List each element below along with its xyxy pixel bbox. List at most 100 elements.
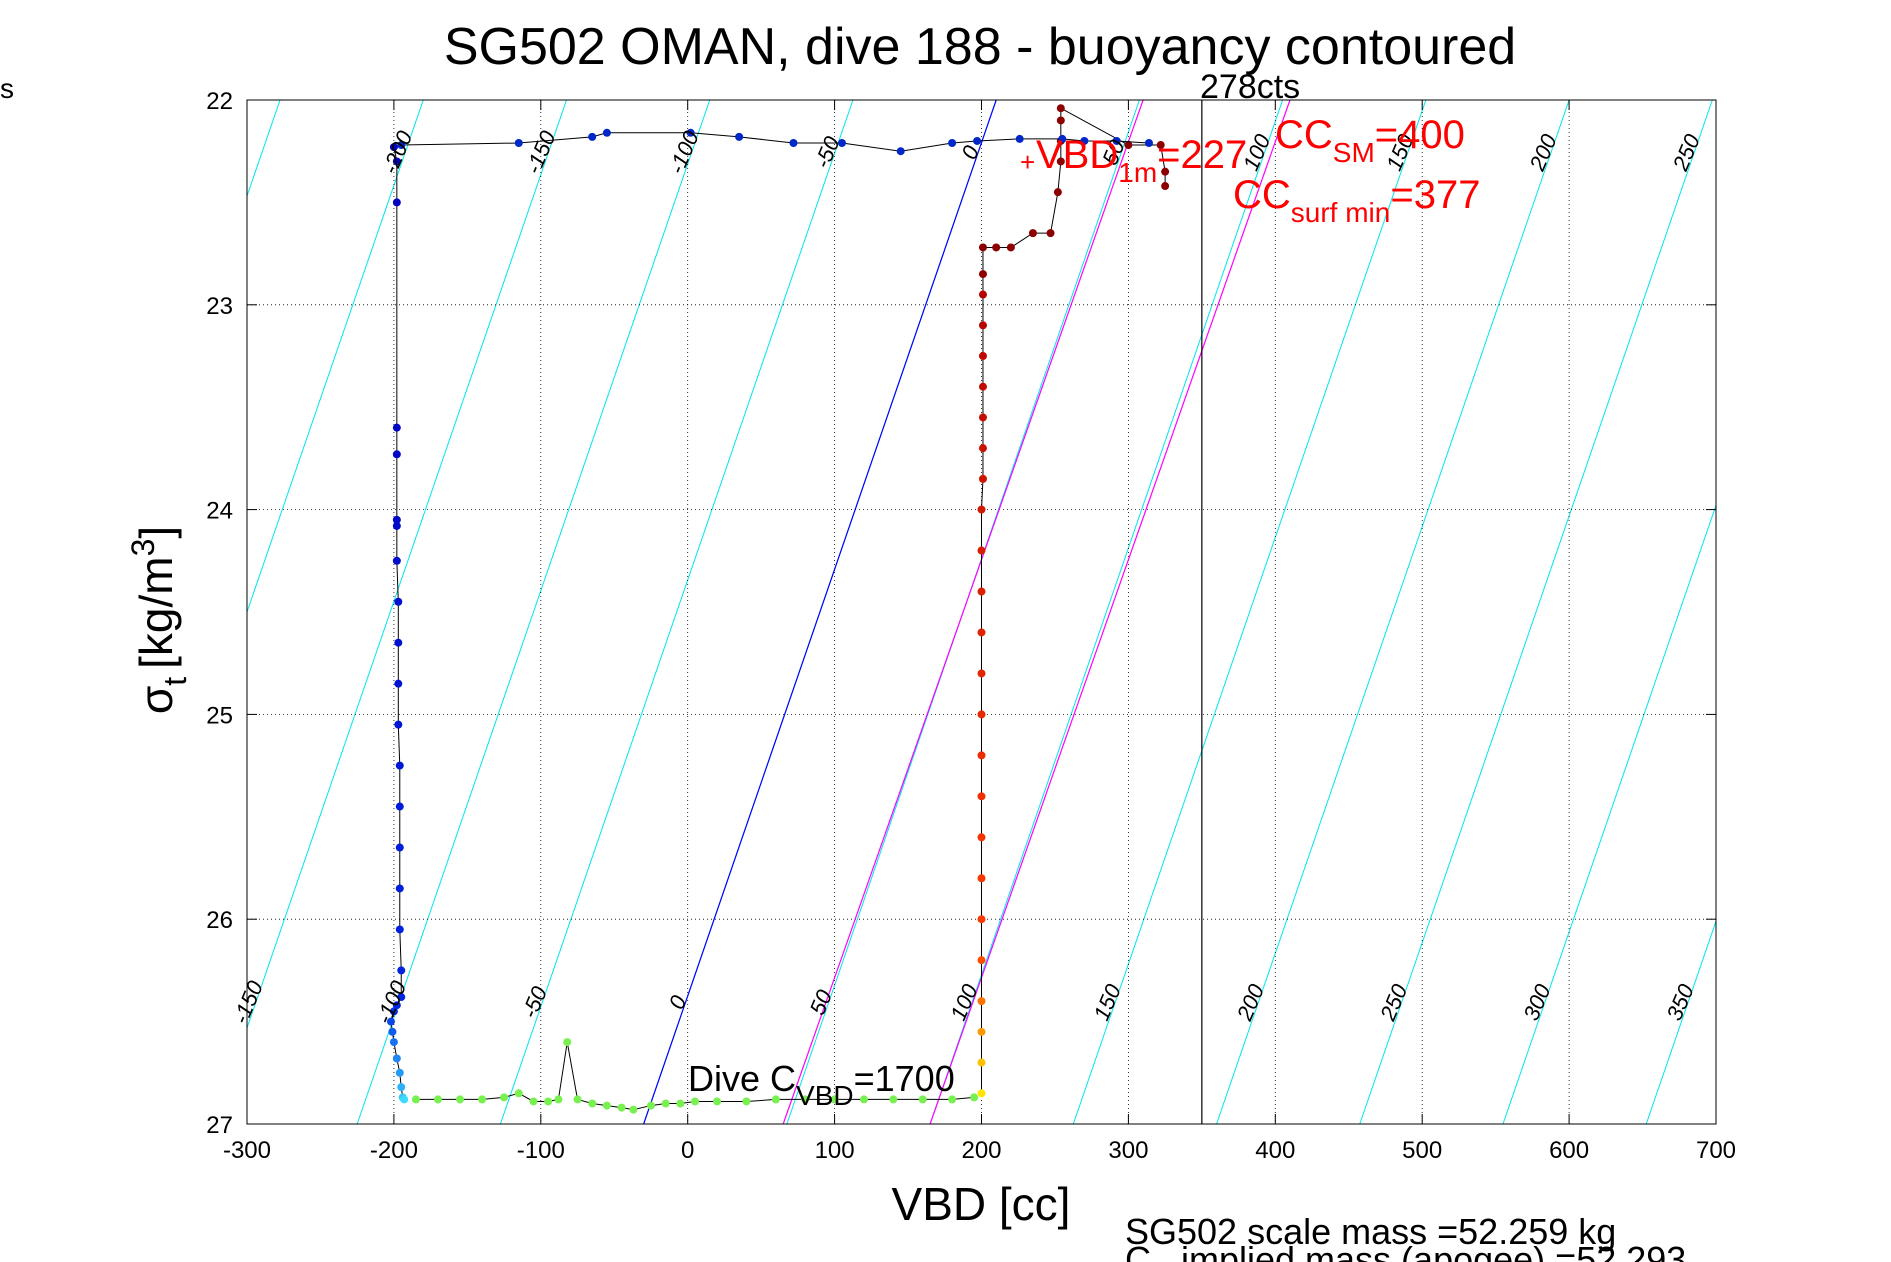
- data-point: [392, 450, 401, 459]
- contour-line: [499, 99, 854, 1125]
- data-point: [830, 1095, 839, 1104]
- y-axis-label-unit: [kg/m: [130, 556, 182, 668]
- data-point: [978, 290, 987, 299]
- data-point: [977, 546, 986, 555]
- data-point: [977, 792, 986, 801]
- data-point: [970, 1093, 979, 1102]
- data-point: [977, 751, 986, 760]
- data-point: [973, 136, 982, 145]
- y-tick-label: 27: [206, 1112, 233, 1139]
- data-point: [544, 1097, 553, 1106]
- x-tick-label: -100: [517, 1137, 565, 1164]
- chart-title: SG502 OMAN, dive 188 - buoyancy contoure…: [444, 18, 1516, 76]
- data-point: [977, 587, 986, 596]
- dive-cvbd-annotation: Dive CVBD=1700: [688, 1058, 955, 1111]
- cc-surf-main: CC: [1233, 173, 1291, 217]
- x-tick-label: -300: [223, 1137, 271, 1164]
- data-point: [977, 915, 986, 924]
- data-point: [395, 925, 404, 934]
- y-tick-label: 22: [206, 88, 233, 115]
- left-edge-label: s: [0, 73, 14, 104]
- contour-line: [1502, 505, 1717, 1125]
- x-tick-label: 0: [681, 1137, 694, 1164]
- data-point: [735, 132, 744, 141]
- y-tick-label: 25: [206, 702, 233, 729]
- data-point: [500, 1093, 509, 1102]
- data-point: [478, 1095, 487, 1104]
- data-point: [676, 1099, 685, 1108]
- data-point: [573, 1095, 582, 1104]
- data-point: [1006, 243, 1015, 252]
- dive-cvbd-value: =1700: [854, 1058, 955, 1099]
- data-point: [992, 243, 1001, 252]
- data-point: [514, 1089, 523, 1098]
- cts-annotation: 278cts: [1200, 68, 1300, 106]
- x-tick-label: 300: [1108, 1137, 1148, 1164]
- data-point: [789, 139, 798, 148]
- vbd-annotation-value: =227: [1157, 133, 1247, 177]
- data-point: [978, 270, 987, 279]
- vbd-1m-annotation: VBD1m=227: [1036, 133, 1247, 188]
- data-point: [977, 505, 986, 514]
- vbd-annotation-main: VBD: [1036, 133, 1118, 177]
- y-axis-label-sub: t: [157, 677, 193, 686]
- data-point: [977, 1058, 986, 1067]
- series-layer: [386, 104, 1170, 1114]
- data-point: [978, 321, 987, 330]
- data-point: [392, 515, 401, 524]
- contour-label-top: 0: [956, 141, 984, 163]
- data-point: [389, 143, 398, 152]
- cc-sm-annotation: CCSM=400: [1275, 113, 1465, 168]
- data-point: [1124, 141, 1133, 150]
- data-point: [394, 638, 403, 647]
- contour-line: [246, 99, 567, 1029]
- data-point: [602, 1101, 611, 1110]
- data-point: [686, 128, 695, 137]
- data-point: [691, 1097, 700, 1106]
- cc-surf-sub: surf min: [1291, 197, 1391, 228]
- x-tick-label: 400: [1255, 1137, 1295, 1164]
- implied-mass-rest: implied mass (apogee) =52.293: [1181, 1239, 1686, 1262]
- data-point: [389, 1038, 398, 1047]
- data-point: [394, 597, 403, 606]
- data-point: [456, 1095, 465, 1104]
- data-point: [977, 874, 986, 883]
- data-point: [1053, 188, 1062, 197]
- dive-cvbd-main: Dive C: [688, 1058, 796, 1099]
- reference-line-buoyancy-zero: [643, 99, 997, 1125]
- data-point: [392, 1054, 401, 1063]
- data-point: [629, 1105, 638, 1114]
- data-point: [1080, 136, 1089, 145]
- y-axis-label-close: ]: [130, 526, 182, 539]
- data-point: [1112, 136, 1121, 145]
- data-point: [395, 884, 404, 893]
- x-tick-label: -200: [370, 1137, 418, 1164]
- data-point: [977, 710, 986, 719]
- contour-label-bottom: 0: [664, 991, 692, 1013]
- data-point: [1056, 157, 1065, 166]
- contour-line: [246, 99, 424, 613]
- reference-line-magenta: [929, 99, 1291, 1125]
- data-point: [392, 423, 401, 432]
- data-point: [433, 1095, 442, 1104]
- data-point: [896, 147, 905, 156]
- cc-surf-annotation: CCsurf min=377: [1233, 173, 1480, 228]
- data-point: [386, 1017, 395, 1026]
- data-point: [1046, 229, 1055, 238]
- data-point: [602, 128, 611, 137]
- data-point: [977, 1089, 986, 1098]
- contour-line: [929, 99, 1284, 1125]
- x-tick-label: 700: [1696, 1137, 1736, 1164]
- data-point: [617, 1103, 626, 1112]
- data-point: [948, 1095, 957, 1104]
- data-point: [978, 413, 987, 422]
- tick-layer: -300 -200 -100 0 100 200 300 400 500 600 700 22 23 24…: [206, 88, 1736, 1164]
- vbd-marker: +: [1020, 147, 1035, 177]
- data-point: [661, 1099, 670, 1108]
- x-tick-label: 500: [1402, 1137, 1442, 1164]
- data-point: [918, 1095, 927, 1104]
- data-point: [392, 1001, 401, 1010]
- series-line: [981, 107, 1166, 1094]
- svg-text:σt[kg/m3]: σt [kg/m3]: [125, 526, 193, 714]
